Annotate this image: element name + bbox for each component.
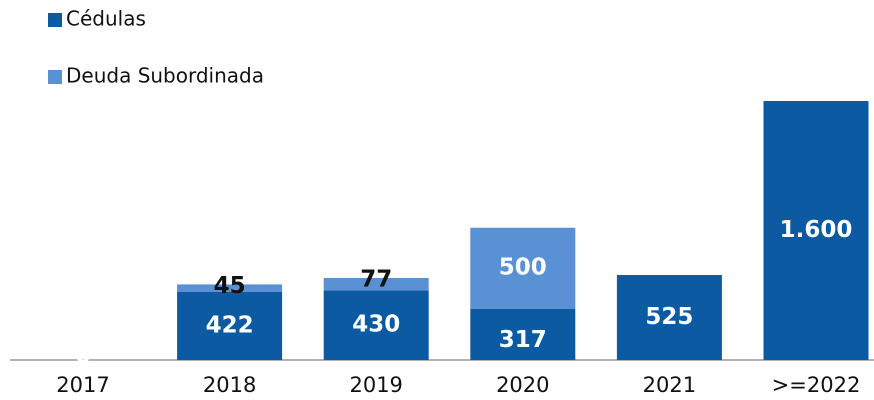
bar-segment xyxy=(470,227,576,309)
data-label: 422 xyxy=(206,312,254,338)
bar-segment xyxy=(177,291,283,360)
x-tick-label: 2018 xyxy=(203,373,256,397)
x-tick-label: 2020 xyxy=(496,373,549,397)
bar-segment xyxy=(323,277,429,291)
data-label: 0 xyxy=(75,343,91,369)
x-tick-label: 2021 xyxy=(643,373,696,397)
data-label: 1.600 xyxy=(780,217,853,243)
data-label: 430 xyxy=(352,312,400,338)
bar-segment xyxy=(177,284,283,292)
x-tick-label: >=2022 xyxy=(772,373,861,397)
legend-swatch xyxy=(48,70,62,84)
bar-segment xyxy=(616,275,722,360)
legend-label: Cédulas xyxy=(66,7,146,31)
x-tick-label: 2019 xyxy=(349,373,402,397)
bar-segment xyxy=(470,308,576,360)
x-tick-label: 2017 xyxy=(56,373,109,397)
data-label: 77 xyxy=(360,266,392,292)
data-label: 317 xyxy=(499,327,547,353)
data-label: 525 xyxy=(645,304,693,330)
data-label: 500 xyxy=(499,255,547,281)
bar-segment xyxy=(763,101,869,360)
data-label: 45 xyxy=(214,273,246,299)
legend-label: Deuda Subordinada xyxy=(66,64,264,88)
bar-segment xyxy=(323,290,429,360)
legend-swatch xyxy=(48,13,62,27)
